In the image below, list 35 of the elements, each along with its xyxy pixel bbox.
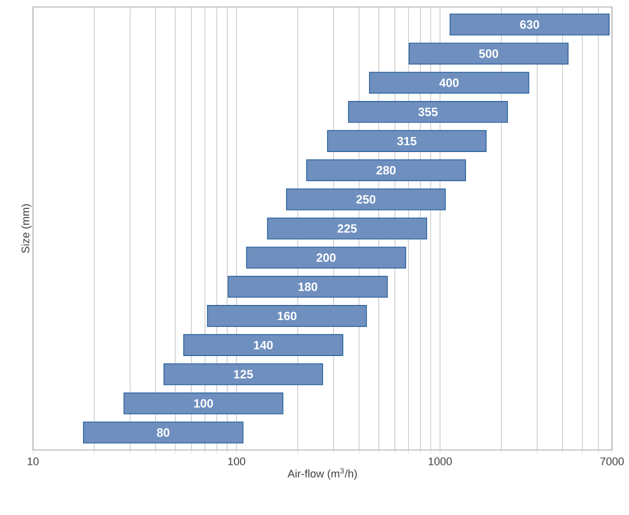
- y-tick-label: 400: [439, 78, 459, 87]
- bar: [348, 101, 508, 123]
- bar: [369, 72, 530, 94]
- y-tick-label: 250: [356, 195, 376, 204]
- bar: [306, 159, 466, 182]
- y-tick-label: 125: [234, 370, 253, 378]
- y-tick-label: 80: [156, 428, 170, 437]
- x-tick-label: 10: [28, 458, 39, 466]
- x-axis-title: Air-flow (m$^{3}$/h): [288, 468, 357, 480]
- y-tick-label: 315: [397, 136, 416, 146]
- y-tick-label: 200: [316, 253, 336, 262]
- y-tick-label: 500: [479, 49, 498, 58]
- y-tick-label: 630: [520, 20, 540, 29]
- bar: [408, 42, 569, 65]
- bar: [83, 422, 244, 444]
- y-tick-label: 225: [338, 224, 357, 233]
- y-tick-label: 355: [418, 108, 438, 116]
- y-axis-title: Size (mm): [21, 204, 32, 253]
- bar: [327, 130, 487, 152]
- y-tick-label: 180: [298, 282, 318, 292]
- bar: [228, 276, 388, 298]
- bar: [246, 246, 406, 269]
- y-tick-label: 280: [376, 166, 396, 174]
- x-tick-label: 100: [228, 458, 246, 466]
- bar: [183, 334, 344, 356]
- bar: [124, 392, 284, 414]
- bar: [164, 363, 324, 386]
- x-tick-label: 7000: [600, 458, 624, 466]
- y-tick-label: 140: [254, 340, 273, 350]
- bar: [286, 188, 446, 210]
- bar: [267, 218, 428, 240]
- bar: [450, 14, 610, 36]
- y-tick-label: 160: [278, 312, 296, 320]
- x-tick-label: 1000: [428, 458, 452, 466]
- bar: [207, 305, 367, 327]
